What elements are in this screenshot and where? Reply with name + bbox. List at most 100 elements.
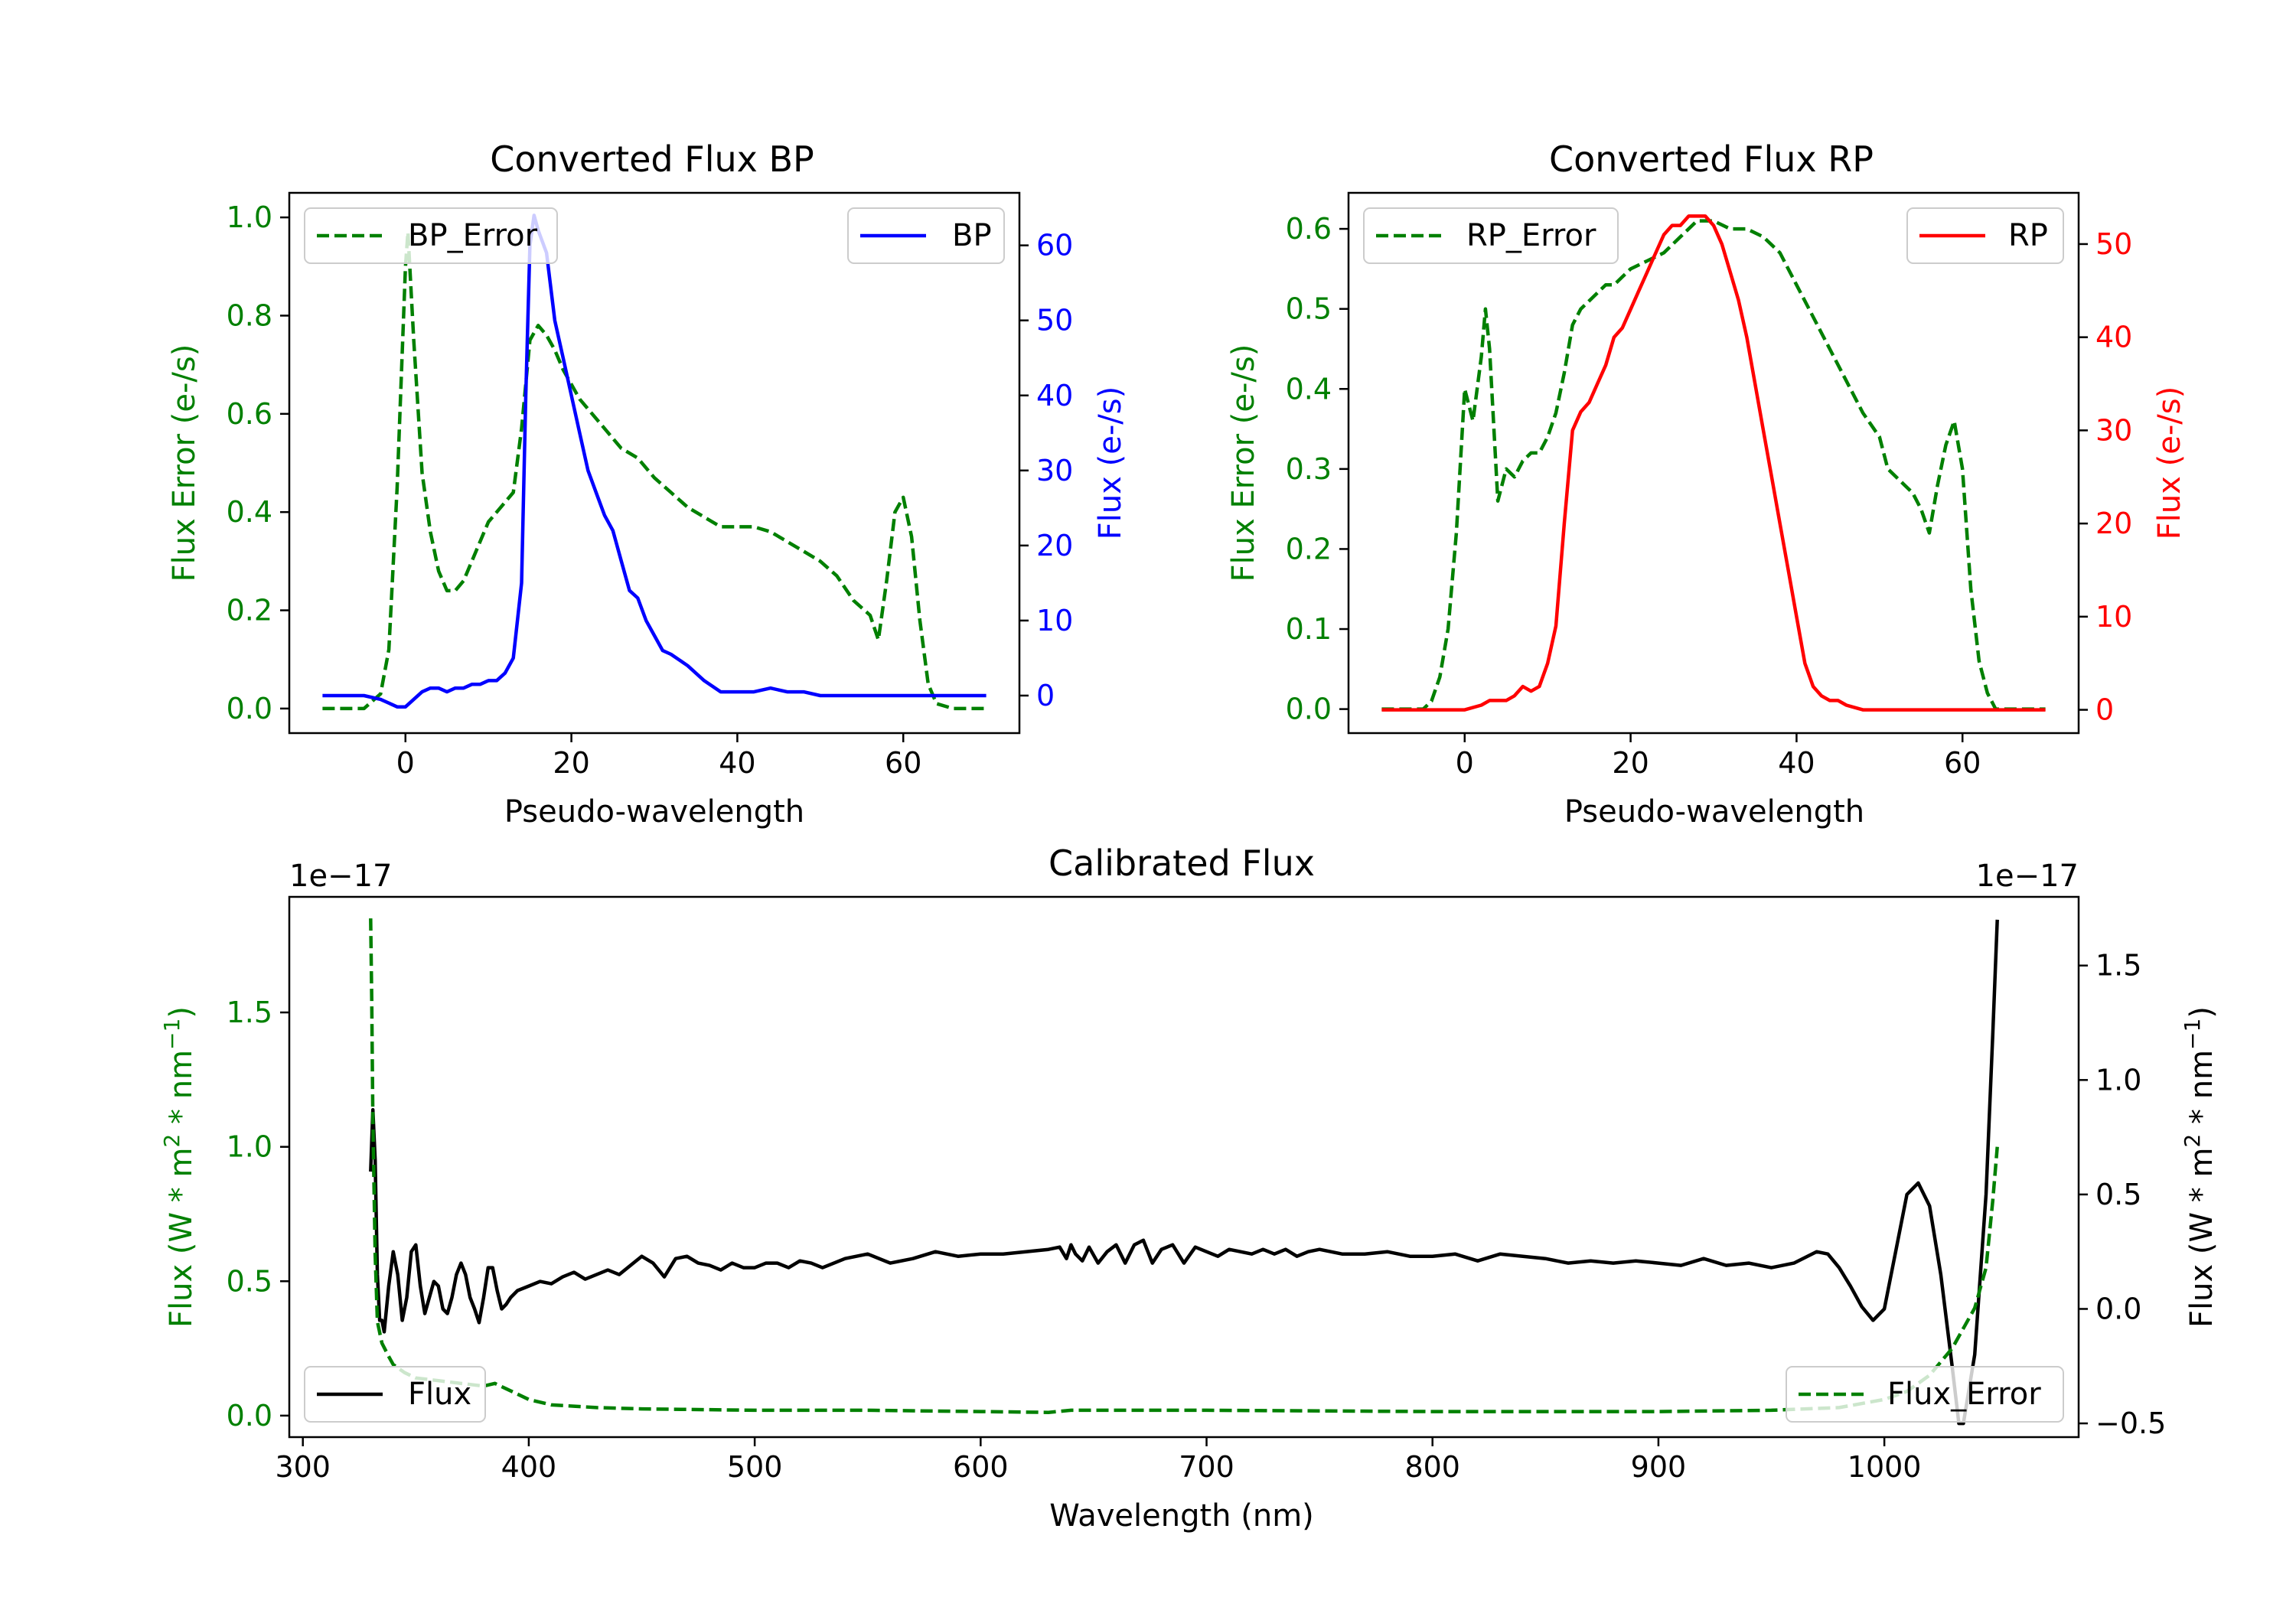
cal-legend-flux-label: Flux <box>408 1377 471 1412</box>
cal-y-left-tick-label: 1.5 <box>227 996 272 1029</box>
bp-legend-flux: BP <box>847 207 1005 264</box>
cal-x-tick-label: 700 <box>1179 1450 1234 1484</box>
rp-subplot: Converted Flux RP 0 20 40 60 0.0 0.1 0.2 0.3 0.4… <box>1226 139 2187 830</box>
cal-y-left-tick-label: 0.0 <box>227 1399 272 1433</box>
bp-x-axis-label: Pseudo-wavelength <box>504 794 804 830</box>
cal-y-right-sup-neg1: −1 <box>2180 1019 2205 1050</box>
rp-legend-error: RP_Error <box>1363 207 1619 264</box>
cal-y-left-label-mid: * nm <box>164 1050 199 1134</box>
rp-y-right-tick-label: 0 <box>2095 693 2114 727</box>
cal-y-left-sup-2: 2 <box>159 1134 184 1148</box>
rp-x-tick-label: 40 <box>1778 746 1815 780</box>
bp-series-bp-error-line <box>322 230 987 711</box>
cal-x-tick-label: 300 <box>275 1450 331 1484</box>
bp-y-left-tick-label: 0.0 <box>227 692 272 725</box>
cal-series-flux-line <box>369 919 1999 1426</box>
bp-y-right-tick-label: 0 <box>1036 679 1055 712</box>
cal-legend-error: Flux_Error <box>1786 1366 2064 1423</box>
rp-x-tick-label: 0 <box>1456 746 1474 780</box>
cal-y-right-label-mid: * nm <box>2184 1050 2219 1134</box>
rp-y-left-tick-label: 0.5 <box>1286 292 1332 326</box>
bp-title: Converted Flux BP <box>490 139 814 180</box>
rp-y-right-tick-label: 50 <box>2095 227 2132 261</box>
bp-legend-error: BP_Error <box>304 207 558 264</box>
rp-legend-error-box <box>1363 207 1619 264</box>
cal-y-right-tick-label: 0.0 <box>2095 1292 2141 1325</box>
cal-y-right-tick-label: −0.5 <box>2095 1407 2166 1440</box>
rp-y-left-tick-label: 0.4 <box>1286 372 1332 406</box>
rp-series-layer <box>1381 214 2046 712</box>
bp-y-left-tick-label: 0.8 <box>227 298 272 332</box>
cal-y-right-tick-label: 1.5 <box>2095 949 2141 983</box>
cal-axes-layer: 300 400 500 600 700 800 900 1000 0.0 0.5 1.0 1.5 −0.… <box>227 949 2167 1484</box>
rp-legend-flux-label: RP <box>2008 218 2048 253</box>
cal-x-tick-label: 900 <box>1631 1450 1687 1484</box>
rp-axes-layer: 0 20 40 60 0.0 0.1 0.2 0.3 0.4 0.5 0.6 0 10 20 30 40 50 <box>1286 212 2133 780</box>
rp-x-tick-label: 20 <box>1612 746 1649 780</box>
rp-legend-error-label: RP_Error <box>1466 218 1596 253</box>
cal-subplot: Calibrated Flux 1e−17 1e−17 300 400 500 600… <box>159 843 2219 1534</box>
rp-series-rp-error-line <box>1381 219 2046 711</box>
cal-x-axis-label: Wavelength (nm) <box>1049 1498 1314 1534</box>
rp-y-left-tick-label: 0.6 <box>1286 212 1332 246</box>
bp-series-bp-line <box>322 214 987 709</box>
bp-plot-frame <box>288 191 1021 735</box>
rp-y-right-tick-label: 30 <box>2095 413 2132 447</box>
rp-legend-flux: RP <box>1906 207 2064 264</box>
cal-y-right-offset: 1e−17 <box>1976 859 2079 894</box>
cal-legend-error-label: Flux_Error <box>1887 1377 2041 1412</box>
rp-x-axis-label: Pseudo-wavelength <box>1564 794 1864 830</box>
cal-x-tick-label: 400 <box>501 1450 557 1484</box>
cal-legend-flux-box <box>304 1366 486 1423</box>
cal-y-right-axis-label: Flux (W * m2 * nm−1) <box>2180 1006 2219 1328</box>
cal-x-tick-label: 800 <box>1404 1450 1460 1484</box>
bp-axes-layer: 0 20 40 60 0.0 0.2 0.4 0.6 0.8 1.0 0 10 20 30 40 50 60 <box>227 200 1074 780</box>
bp-y-left-tick-label: 0.6 <box>227 397 272 431</box>
bp-y-left-tick-label: 0.4 <box>227 495 272 529</box>
cal-y-left-label-end: ) <box>164 1006 199 1019</box>
rp-title: Converted Flux RP <box>1549 139 1874 180</box>
rp-plot-frame <box>1347 191 2080 735</box>
rp-y-right-tick-label: 20 <box>2095 507 2132 540</box>
rp-series-rp-line <box>1381 214 2046 712</box>
cal-legend-error-box <box>1786 1366 2064 1423</box>
bp-y-right-tick-label: 30 <box>1036 454 1073 487</box>
bp-y-right-axis-label: Flux (e-/s) <box>1093 386 1128 539</box>
cal-plot-frame <box>288 895 2080 1439</box>
cal-legend-flux: Flux <box>304 1366 486 1423</box>
cal-x-tick-label: 600 <box>953 1450 1009 1484</box>
cal-y-right-sup-2: 2 <box>2180 1134 2205 1148</box>
bp-y-left-axis-label: Flux Error (e-/s) <box>167 344 202 582</box>
bp-legend-error-label: BP_Error <box>408 218 538 253</box>
bp-y-right-tick-label: 50 <box>1036 304 1073 337</box>
cal-y-right-tick-label: 0.5 <box>2095 1178 2141 1211</box>
bp-y-left-tick-label: 0.2 <box>227 594 272 627</box>
bp-legend-error-box <box>304 207 558 264</box>
cal-y-left-tick-label: 0.5 <box>227 1264 272 1298</box>
rp-x-tick-label: 60 <box>1944 746 1981 780</box>
cal-x-tick-label: 500 <box>727 1450 783 1484</box>
cal-y-left-offset: 1e−17 <box>289 859 392 894</box>
bp-legend-flux-label: BP <box>952 218 992 253</box>
cal-y-left-tick-label: 1.0 <box>227 1130 272 1164</box>
rp-y-right-axis-label: Flux (e-/s) <box>2152 386 2187 539</box>
bp-x-tick-label: 40 <box>719 746 755 780</box>
rp-y-left-tick-label: 0.3 <box>1286 452 1332 486</box>
bp-y-right-tick-label: 20 <box>1036 529 1073 562</box>
rp-y-left-tick-label: 0.0 <box>1286 693 1332 726</box>
rp-y-left-tick-label: 0.1 <box>1286 612 1332 646</box>
bp-y-left-tick-label: 1.0 <box>227 200 272 234</box>
bp-y-right-tick-label: 40 <box>1036 379 1073 412</box>
bp-x-tick-label: 20 <box>553 746 589 780</box>
bp-x-tick-label: 60 <box>885 746 921 780</box>
cal-y-right-label-end: ) <box>2184 1006 2219 1019</box>
bp-subplot: Converted Flux BP 0 20 40 60 0.0 0.2 0.4 0.6 0.8… <box>167 139 1128 830</box>
rp-y-left-axis-label: Flux Error (e-/s) <box>1226 344 1261 582</box>
cal-y-left-sup-neg1: −1 <box>159 1019 184 1050</box>
rp-y-left-tick-label: 0.2 <box>1286 532 1332 566</box>
bp-x-tick-label: 0 <box>396 746 415 780</box>
bp-series-layer <box>322 214 987 711</box>
bp-y-right-tick-label: 60 <box>1036 229 1073 262</box>
bp-y-right-tick-label: 10 <box>1036 604 1073 637</box>
